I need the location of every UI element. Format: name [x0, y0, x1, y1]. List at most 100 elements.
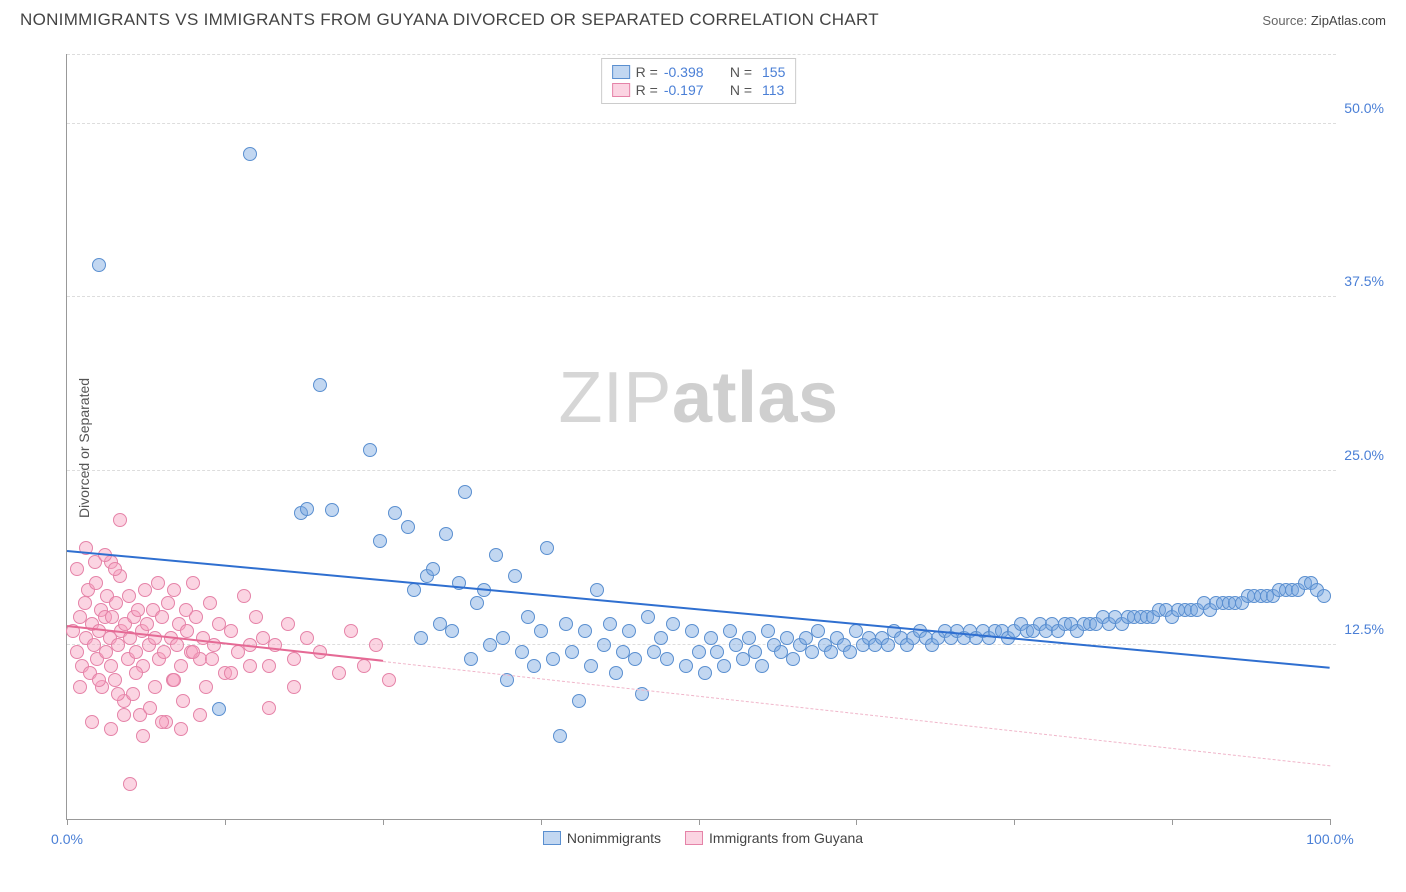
data-point — [1317, 589, 1331, 603]
data-point — [540, 541, 554, 555]
data-point — [161, 596, 175, 610]
data-point — [508, 569, 522, 583]
data-point — [92, 258, 106, 272]
n-value: 113 — [762, 82, 784, 98]
data-point — [123, 777, 137, 791]
data-point — [186, 576, 200, 590]
source-name: ZipAtlas.com — [1311, 13, 1386, 28]
data-point — [180, 624, 194, 638]
data-point — [470, 596, 484, 610]
legend-swatch — [543, 831, 561, 845]
data-point — [143, 701, 157, 715]
data-point — [136, 729, 150, 743]
data-point — [109, 596, 123, 610]
stats-legend-row: R =-0.398N =155 — [612, 63, 786, 81]
chart-title: NONIMMIGRANTS VS IMMIGRANTS FROM GUYANA … — [20, 10, 879, 30]
data-point — [344, 624, 358, 638]
legend-item: Nonimmigrants — [543, 830, 661, 846]
data-point — [176, 694, 190, 708]
data-point — [281, 617, 295, 631]
data-point — [692, 645, 706, 659]
data-point — [111, 638, 125, 652]
data-point — [129, 645, 143, 659]
data-point — [85, 715, 99, 729]
data-point — [243, 147, 257, 161]
data-point — [287, 680, 301, 694]
data-point — [546, 652, 560, 666]
data-point — [237, 589, 251, 603]
data-point — [401, 520, 415, 534]
r-value: -0.398 — [664, 64, 716, 80]
data-point — [439, 527, 453, 541]
data-point — [155, 715, 169, 729]
data-point — [126, 687, 140, 701]
data-point — [313, 378, 327, 392]
data-point — [174, 659, 188, 673]
gridline — [67, 123, 1336, 124]
data-point — [199, 680, 213, 694]
data-point — [799, 631, 813, 645]
data-point — [357, 659, 371, 673]
stats-legend-row: R =-0.197N =113 — [612, 81, 786, 99]
data-point — [666, 617, 680, 631]
data-point — [628, 652, 642, 666]
data-point — [89, 576, 103, 590]
data-point — [641, 610, 655, 624]
data-point — [174, 722, 188, 736]
data-point — [496, 631, 510, 645]
data-point — [332, 666, 346, 680]
data-point — [843, 645, 857, 659]
data-point — [824, 645, 838, 659]
data-point — [382, 673, 396, 687]
data-point — [73, 680, 87, 694]
data-point — [262, 701, 276, 715]
x-tick — [225, 819, 226, 825]
plot-area: ZIPatlas R =-0.398N =155R =-0.197N =113 … — [66, 54, 1330, 820]
data-point — [710, 645, 724, 659]
data-point — [584, 659, 598, 673]
watermark-part2: atlas — [672, 358, 839, 438]
data-point — [131, 603, 145, 617]
data-point — [679, 659, 693, 673]
data-point — [300, 502, 314, 516]
data-point — [224, 624, 238, 638]
data-point — [654, 631, 668, 645]
data-point — [559, 617, 573, 631]
data-point — [572, 694, 586, 708]
data-point — [736, 652, 750, 666]
data-point — [717, 659, 731, 673]
data-point — [534, 624, 548, 638]
data-point — [515, 645, 529, 659]
data-point — [193, 708, 207, 722]
data-point — [113, 513, 127, 527]
data-point — [464, 652, 478, 666]
r-value: -0.197 — [664, 82, 716, 98]
data-point — [414, 631, 428, 645]
n-value: 155 — [762, 64, 785, 80]
data-point — [388, 506, 402, 520]
data-point — [140, 617, 154, 631]
source-attribution: Source: ZipAtlas.com — [1262, 13, 1386, 28]
watermark: ZIPatlas — [558, 357, 838, 439]
data-point — [881, 638, 895, 652]
data-point — [70, 562, 84, 576]
data-point — [262, 659, 276, 673]
gridline — [67, 296, 1336, 297]
legend-swatch — [612, 65, 630, 79]
trend-line — [383, 661, 1330, 766]
data-point — [761, 624, 775, 638]
data-point — [811, 624, 825, 638]
data-point — [111, 687, 125, 701]
data-point — [157, 645, 171, 659]
data-point — [78, 596, 92, 610]
legend-item: Immigrants from Guyana — [685, 830, 863, 846]
data-point — [660, 652, 674, 666]
x-tick — [699, 819, 700, 825]
data-point — [603, 617, 617, 631]
data-point — [205, 652, 219, 666]
data-point — [445, 624, 459, 638]
data-point — [170, 638, 184, 652]
data-point — [300, 631, 314, 645]
data-point — [426, 562, 440, 576]
x-tick — [541, 819, 542, 825]
